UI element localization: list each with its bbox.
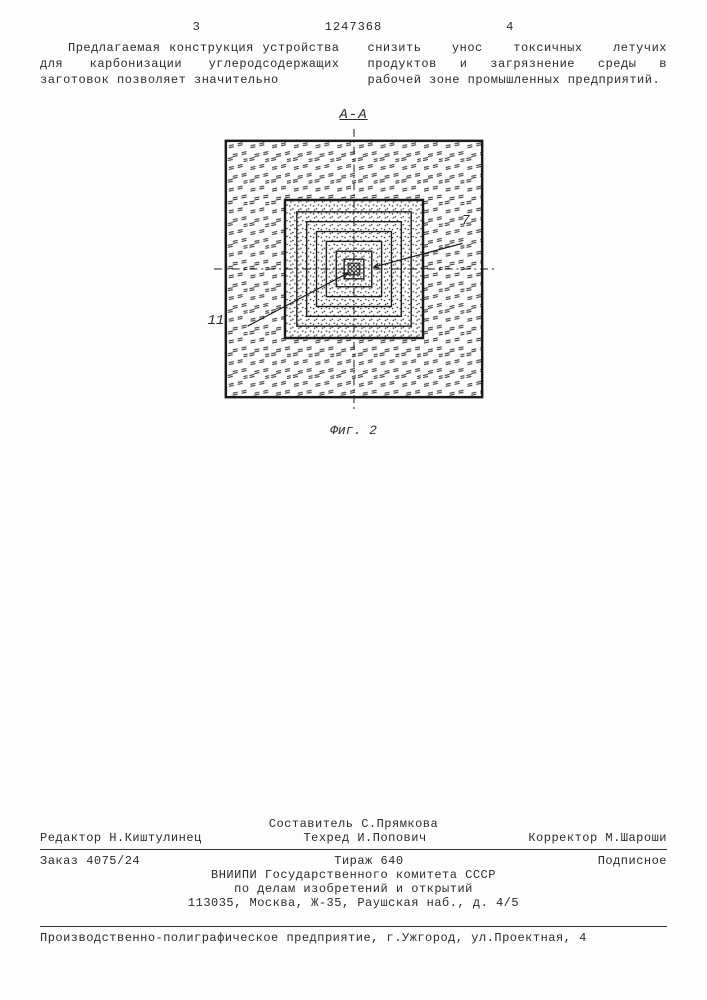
callout-7: 7 [462, 213, 470, 229]
order-number: Заказ 4075/24 [40, 854, 140, 868]
left-column-text: Предлагаемая конструкция устройства для … [40, 40, 340, 89]
figure-2: A-A 11 7 Фиг. 2 [40, 107, 667, 438]
subscript: Подписное [598, 854, 667, 868]
figure-svg [214, 129, 494, 409]
divider [40, 849, 667, 850]
corrector-credit: Корректор М.Шароши [528, 831, 667, 845]
org-line-2: по делам изобретений и открытий [40, 882, 667, 896]
editor-credit: Редактор Н.Киштулинец [40, 831, 202, 845]
figure-drawing: 11 7 [214, 129, 494, 413]
footer-text: Производственно-полиграфическое предприя… [40, 931, 667, 945]
document-number: 1247368 [40, 20, 667, 34]
page-number-right: 4 [506, 20, 514, 34]
page: 3 4 1247368 Предлагаемая конструкция уст… [0, 0, 707, 1000]
techred-credit: Техред И.Попович [303, 831, 426, 845]
section-label: A-A [339, 107, 367, 123]
body-text-columns: Предлагаемая конструкция устройства для … [40, 40, 667, 89]
address-line: 113035, Москва, Ж-35, Раушская наб., д. … [40, 896, 667, 910]
tirazh: Тираж 640 [334, 854, 403, 868]
footer-block: Производственно-полиграфическое предприя… [40, 922, 667, 945]
credits-row: Редактор Н.Киштулинец Техред И.Попович К… [40, 831, 667, 845]
colophon-block: Составитель С.Прямкова Редактор Н.Киштул… [40, 817, 667, 910]
compiler-line: Составитель С.Прямкова [40, 817, 667, 831]
order-row: Заказ 4075/24 Тираж 640 Подписное [40, 854, 667, 868]
figure-caption: Фиг. 2 [330, 423, 377, 438]
org-line-1: ВНИИПИ Государственного комитета СССР [40, 868, 667, 882]
right-column-text: снизить унос токсичных летучих продуктов… [368, 40, 668, 89]
page-number-left: 3 [193, 20, 201, 34]
callout-11: 11 [208, 313, 225, 329]
divider [40, 926, 667, 927]
